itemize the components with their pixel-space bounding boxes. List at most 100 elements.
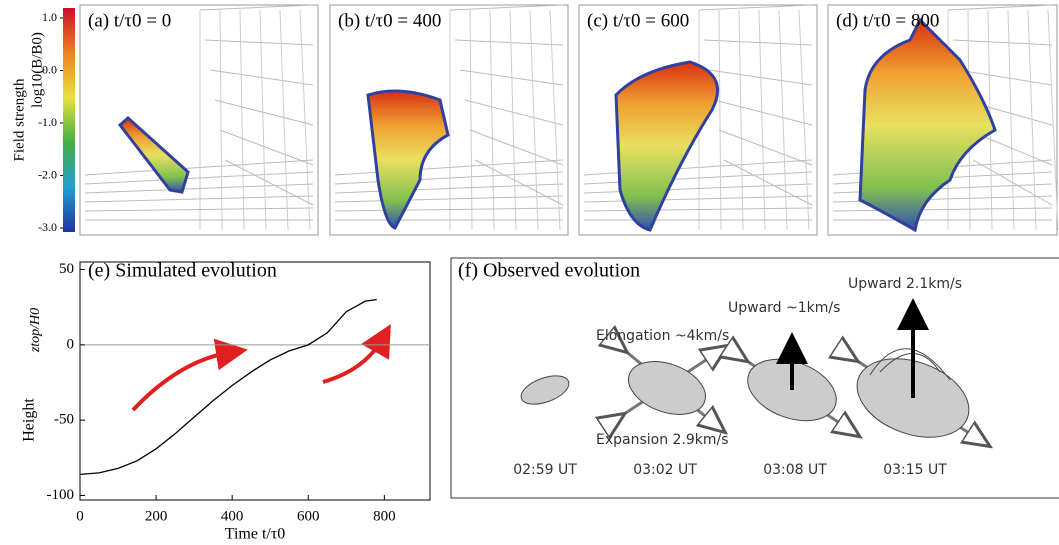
grid-line-3d	[199, 4, 314, 11]
time-label: 02:59 UT	[513, 462, 577, 478]
colorbar-label: log10(B/B0)	[29, 32, 45, 108]
grid-line-3d	[952, 39, 1053, 46]
region	[628, 361, 706, 415]
panel-label: (c) t/τ0 = 600	[587, 10, 689, 31]
grid-line-3d	[723, 159, 813, 206]
grid-line-3d	[214, 99, 314, 126]
region	[520, 375, 570, 405]
time-label: 03:02 UT	[633, 462, 697, 478]
y-axis-label-2: ztop/H0	[28, 308, 43, 353]
panel-frame	[329, 4, 569, 236]
grid-line-3d	[738, 9, 744, 231]
annotation: Expansion 2.9km/s	[596, 432, 729, 448]
x-tick-label: 800	[373, 508, 396, 524]
grid-line-3d	[489, 9, 495, 231]
colorbar-tick-label: -1.0	[38, 115, 57, 129]
grid-line-3d	[758, 9, 766, 231]
colorbar-gradient	[63, 8, 75, 232]
grid-line-3d	[224, 159, 314, 206]
panel-frame	[450, 257, 1059, 499]
y-tick-label: -50	[54, 412, 74, 428]
grid-line-3d	[449, 4, 564, 11]
grid-line-3d	[454, 39, 564, 46]
grid-line-3d	[259, 9, 267, 231]
x-tick-label: 400	[221, 508, 244, 524]
grid-line-3d	[1027, 9, 1037, 231]
line	[79, 299, 377, 476]
panel-label: (a) t/τ0 = 0	[88, 10, 171, 31]
grid-line-3d	[279, 9, 289, 231]
grid-line-3d	[718, 9, 722, 231]
observed-panel: (f) Observed evolution Elongation ~4km/s…	[450, 257, 1059, 499]
grid-line-3d	[334, 171, 564, 185]
colorbar-tick-label: -2.0	[38, 167, 57, 181]
chart-title: (e) Simulated evolution	[88, 260, 277, 282]
annotation: Elongation ~4km/s	[596, 328, 729, 344]
grid-line-3d	[1047, 9, 1059, 231]
flux-rope	[366, 89, 450, 230]
y-axis-label: Height	[21, 398, 38, 442]
grid-line-3d	[583, 207, 813, 212]
grid-line-3d	[84, 159, 314, 176]
x-tick-label: 600	[297, 508, 320, 524]
flux-rope	[858, 17, 997, 233]
colorbar-tick-label: 1.0	[42, 10, 57, 24]
flux-rope	[117, 115, 190, 194]
grid-line-3d	[469, 9, 473, 231]
y-tick-label: 0	[67, 336, 75, 352]
grid-line-3d	[583, 195, 813, 203]
y-tick-label: 50	[59, 261, 74, 277]
grid-line-3d	[947, 4, 1053, 11]
grid-line-3d	[972, 159, 1053, 206]
time-label: 03:15 UT	[883, 462, 947, 478]
grid-line-3d	[219, 9, 223, 231]
colorbar-title: Field strength	[11, 78, 27, 161]
time-label: 03:08 UT	[763, 462, 827, 478]
grid-line-3d	[778, 9, 788, 231]
colorbar-tick-label: -3.0	[38, 220, 57, 234]
grid-line-3d	[474, 159, 564, 206]
grid-line-3d	[832, 207, 1053, 212]
grid-line-3d	[84, 195, 314, 203]
grid-line-3d	[464, 99, 564, 126]
x-tick-label: 200	[145, 508, 168, 524]
arrow	[322, 324, 391, 384]
line-chart: (e) Simulated evolution Time t/τ0 Height…	[21, 260, 431, 543]
grid-line-3d	[219, 129, 314, 166]
x-axis-label: Time t/τ0	[225, 526, 286, 543]
grid-line-3d	[1007, 9, 1015, 231]
x-tick-label: 0	[76, 508, 84, 524]
grid-line-3d	[798, 9, 810, 231]
annotation: Upward 2.1km/s	[848, 276, 962, 292]
panel-label: (d) t/τ0 = 800	[836, 10, 939, 31]
grid-line-3d	[718, 129, 813, 166]
grid-line-3d	[957, 69, 1053, 86]
grid-line-3d	[698, 4, 813, 11]
grid-line-3d	[239, 9, 245, 231]
grid-line-3d	[334, 207, 564, 212]
grid-line-3d	[713, 99, 813, 126]
grid-line-3d	[84, 171, 314, 185]
plot-frame	[79, 261, 431, 501]
grid-line-3d	[549, 9, 561, 231]
simulation-panels: (a) t/τ0 = 0 (b) t/τ0 = 400 (c) t/τ0 = 600…	[79, 4, 1059, 236]
grid-line-3d	[703, 39, 813, 46]
arrow	[131, 338, 248, 412]
y-tick-label: -100	[47, 487, 75, 503]
colorbar: Field strength log10(B/B0) 1.0 0.0 -1.0 -2.…	[11, 8, 75, 234]
grid-line-3d	[334, 159, 564, 176]
panel-label: (b) t/τ0 = 400	[338, 10, 441, 31]
grid-line-3d	[509, 9, 517, 231]
annotation: Upward ~1km/s	[728, 300, 840, 316]
grid-line-3d	[334, 195, 564, 203]
flux-rope	[614, 60, 720, 232]
grid-line-3d	[299, 9, 311, 231]
grid-line-3d	[469, 129, 564, 166]
colorbar-tick-label: 0.0	[42, 62, 57, 76]
panel-title: (f) Observed evolution	[458, 260, 640, 282]
grid-line-3d	[529, 9, 539, 231]
panel-frame	[79, 4, 319, 236]
grid-line-3d	[204, 39, 314, 46]
grid-line-3d	[84, 207, 314, 212]
